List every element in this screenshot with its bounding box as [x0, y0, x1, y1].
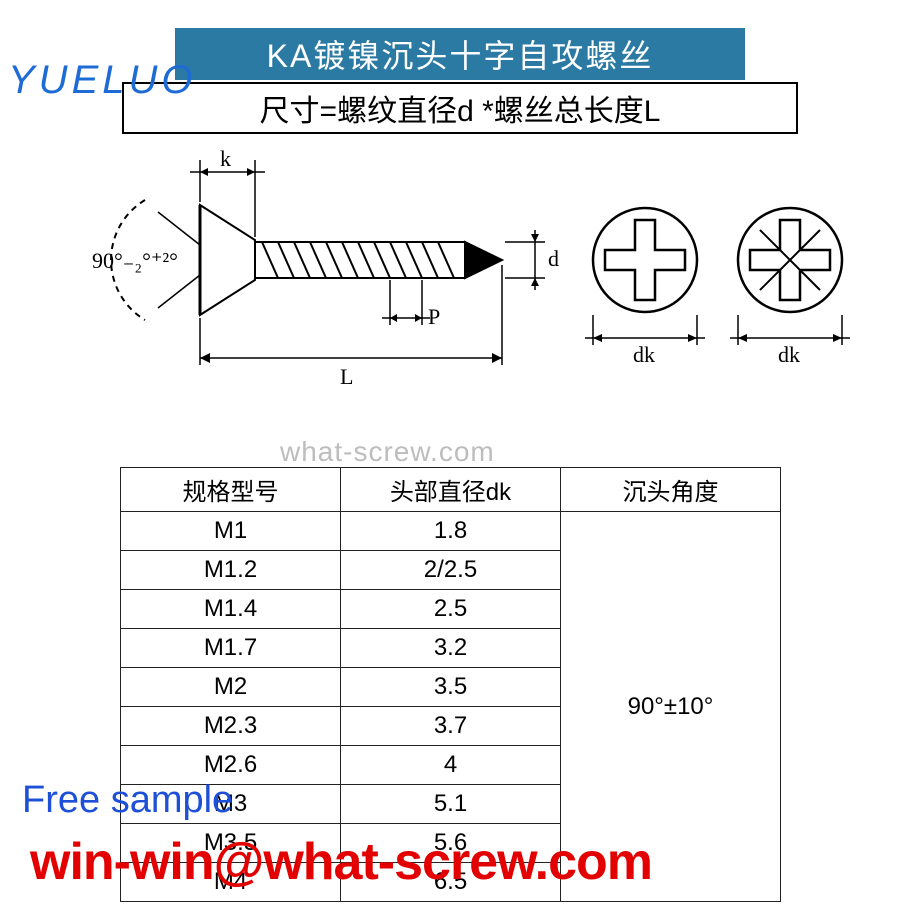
- email-overlay: win-win@what-screw.com: [30, 832, 652, 892]
- cell-model: M2: [121, 668, 341, 707]
- dim-P-label: P: [428, 304, 440, 329]
- dim-dk1-label: dk: [633, 342, 655, 367]
- subtitle-box: 尺寸=螺纹直径d *螺丝总长度L: [122, 82, 798, 134]
- screw-diagram: k 90°₋₂°⁺²° L P d dk dk: [90, 140, 850, 400]
- cell-model: M1.7: [121, 629, 341, 668]
- cell-dk: 4: [341, 746, 561, 785]
- cell-dk: 3.5: [341, 668, 561, 707]
- cell-dk: 1.8: [341, 512, 561, 551]
- cell-dk: 3.2: [341, 629, 561, 668]
- dim-k-label: k: [220, 146, 231, 171]
- dim-L-label: L: [340, 364, 353, 389]
- cell-dk: 5.1: [341, 785, 561, 824]
- title-text: KA镀镍沉头十字自攻螺丝: [267, 31, 654, 77]
- subtitle-text: 尺寸=螺纹直径d *螺丝总长度L: [260, 86, 661, 130]
- cell-dk: 2/2.5: [341, 551, 561, 590]
- col-header-model: 规格型号: [121, 468, 341, 512]
- col-header-dk: 头部直径dk: [341, 468, 561, 512]
- table-row: M11.890°±10°: [121, 512, 781, 551]
- logo-text: YUELUO: [8, 58, 197, 102]
- cell-model: M1: [121, 512, 341, 551]
- cell-model: M1.2: [121, 551, 341, 590]
- dim-d-label: d: [548, 246, 559, 271]
- cell-model: M1.4: [121, 590, 341, 629]
- free-sample-overlay: Free sample: [22, 779, 233, 822]
- cell-model: M2.3: [121, 707, 341, 746]
- dim-dk2-label: dk: [778, 342, 800, 367]
- title-banner: KA镀镍沉头十字自攻螺丝: [175, 28, 745, 80]
- dim-angle-label: 90°₋₂°⁺²°: [92, 248, 178, 273]
- col-header-angle: 沉头角度: [561, 468, 781, 512]
- watermark-text: what-screw.com: [280, 436, 495, 468]
- brand-logo: YUELUO: [8, 58, 197, 103]
- cell-dk: 3.7: [341, 707, 561, 746]
- table-header-row: 规格型号 头部直径dk 沉头角度: [121, 468, 781, 512]
- cell-dk: 2.5: [341, 590, 561, 629]
